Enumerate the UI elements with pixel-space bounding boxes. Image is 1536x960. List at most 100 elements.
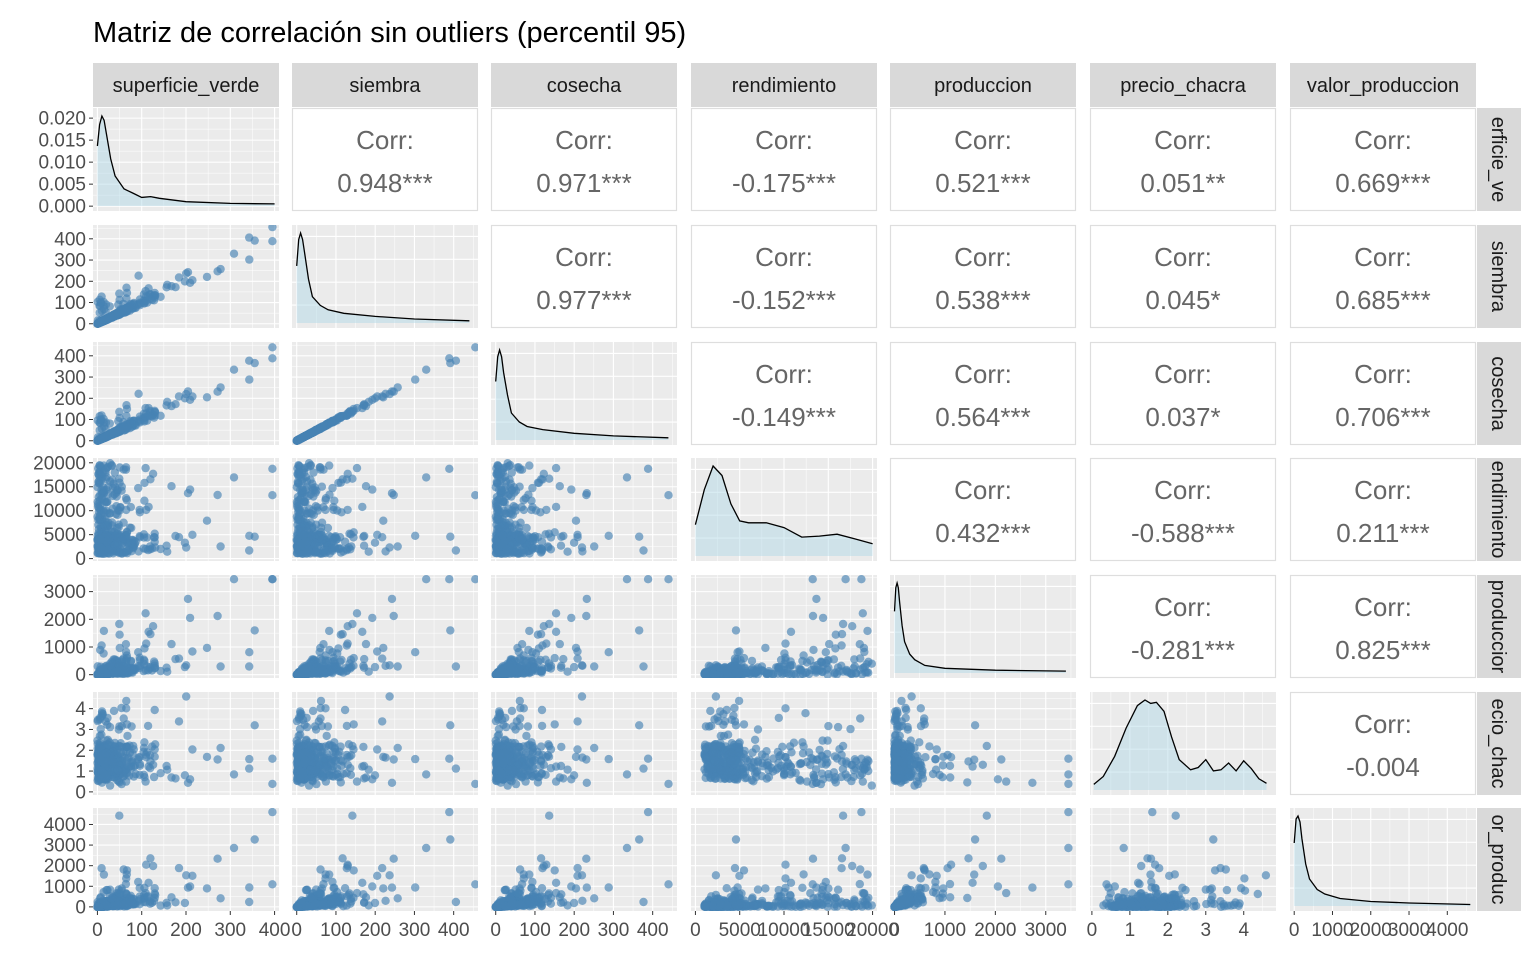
scatter-point (167, 639, 176, 649)
corr-value: -0.175*** (732, 168, 836, 198)
scatter-point (536, 508, 545, 517)
scatter-point (115, 407, 124, 416)
scatter-point (445, 354, 454, 363)
scatter-point (229, 575, 239, 584)
column-strip-label: superficie_verde (113, 75, 260, 97)
panel-3-3 (691, 458, 877, 561)
scatter-points (93, 343, 277, 445)
scatter-point (183, 489, 193, 498)
panel-5-0 (93, 692, 279, 795)
scatter-point (122, 411, 131, 421)
scatter-point (343, 469, 352, 478)
corr-label: Corr: (954, 359, 1012, 389)
scatter-point (831, 630, 840, 639)
scatter-point (162, 663, 171, 672)
scatter-point (126, 538, 136, 548)
scatter-point (818, 613, 828, 623)
strip-background (1477, 692, 1521, 795)
column-strip: precio_chacra (1090, 63, 1276, 107)
scatter-point (635, 532, 644, 541)
corr-label: Corr: (1354, 475, 1412, 505)
corr-value: 0.685*** (1335, 285, 1430, 315)
scatter-point (422, 575, 431, 584)
scatter-point (202, 516, 212, 525)
scatter-point (381, 547, 390, 556)
scatter-point (507, 468, 516, 477)
scatter-point (518, 535, 527, 544)
row-strip-label: or_produc (1487, 814, 1509, 904)
scatter-point (361, 639, 371, 649)
scatter-point (188, 647, 197, 656)
corr-label: Corr: (1154, 475, 1212, 505)
scatter-point (664, 491, 673, 500)
scatter-point (298, 531, 308, 540)
panel-4-0 (93, 575, 279, 678)
strip-background (691, 63, 877, 107)
scatter-point (373, 647, 382, 656)
scatter-point (245, 662, 254, 671)
scatter-point (387, 594, 397, 604)
scatter-point (747, 656, 757, 666)
scatter-point (546, 661, 556, 670)
scatter-point (858, 609, 867, 618)
scatter-point (812, 594, 821, 604)
scatter-point (604, 648, 613, 657)
scatter-point (505, 509, 514, 518)
scatter-point (113, 486, 123, 495)
scatter-point (537, 668, 546, 677)
scatter-point (122, 547, 131, 556)
panel-0-0 (93, 108, 279, 211)
scatter-point (604, 531, 613, 540)
scatter-point (174, 533, 184, 542)
scatter-point (150, 705, 159, 715)
correlation-panel (1089, 107, 1277, 212)
strip-background (1477, 575, 1521, 678)
scatter-point (245, 233, 254, 242)
scatter-point (121, 463, 131, 472)
scatter-point (569, 662, 579, 672)
row-strip: or_produc (1477, 808, 1521, 911)
row-strip: siembra (1477, 225, 1521, 328)
scatter-point (96, 535, 105, 544)
scatter-point (180, 277, 190, 286)
corr-label: Corr: (1154, 592, 1212, 622)
scatter-point (325, 461, 334, 470)
scatter-points (93, 575, 277, 678)
corr-value: 0.948*** (337, 168, 432, 198)
scatter-point (796, 665, 806, 674)
column-strip: valor_produccion (1290, 63, 1476, 107)
scatter-point (571, 516, 581, 525)
scatter-point (379, 516, 388, 525)
scatter-point (841, 575, 850, 584)
scatter-point (389, 387, 398, 396)
scatter-point (268, 354, 277, 363)
column-strip-label: siembra (349, 75, 421, 97)
scatter-point (361, 401, 371, 411)
scatter-point (556, 541, 566, 550)
scatter-point (622, 473, 632, 482)
scatter-point (174, 654, 184, 663)
scatter-point (167, 401, 176, 411)
scatter-point (321, 494, 331, 503)
corr-label: Corr: (755, 242, 813, 272)
scatter-point (590, 542, 599, 551)
scatter-point (113, 506, 123, 515)
scatter-point (445, 575, 454, 584)
corr-label: Corr: (755, 359, 813, 389)
scatter-point (167, 482, 176, 491)
panel-background (491, 342, 677, 445)
scatter-point (109, 706, 119, 716)
correlation-panel (889, 107, 1077, 212)
scatter-point (140, 644, 149, 653)
scatter-point (379, 643, 388, 653)
corr-value: 0.211*** (1336, 518, 1430, 548)
scatter-point (370, 538, 380, 547)
scatter-point (250, 532, 259, 541)
scatter-point (229, 473, 239, 482)
panel-4-4 (890, 575, 1076, 678)
scatter-point (180, 771, 190, 780)
scatter-point (183, 387, 193, 396)
scatter-point (509, 540, 519, 549)
scatter-point (108, 475, 117, 484)
